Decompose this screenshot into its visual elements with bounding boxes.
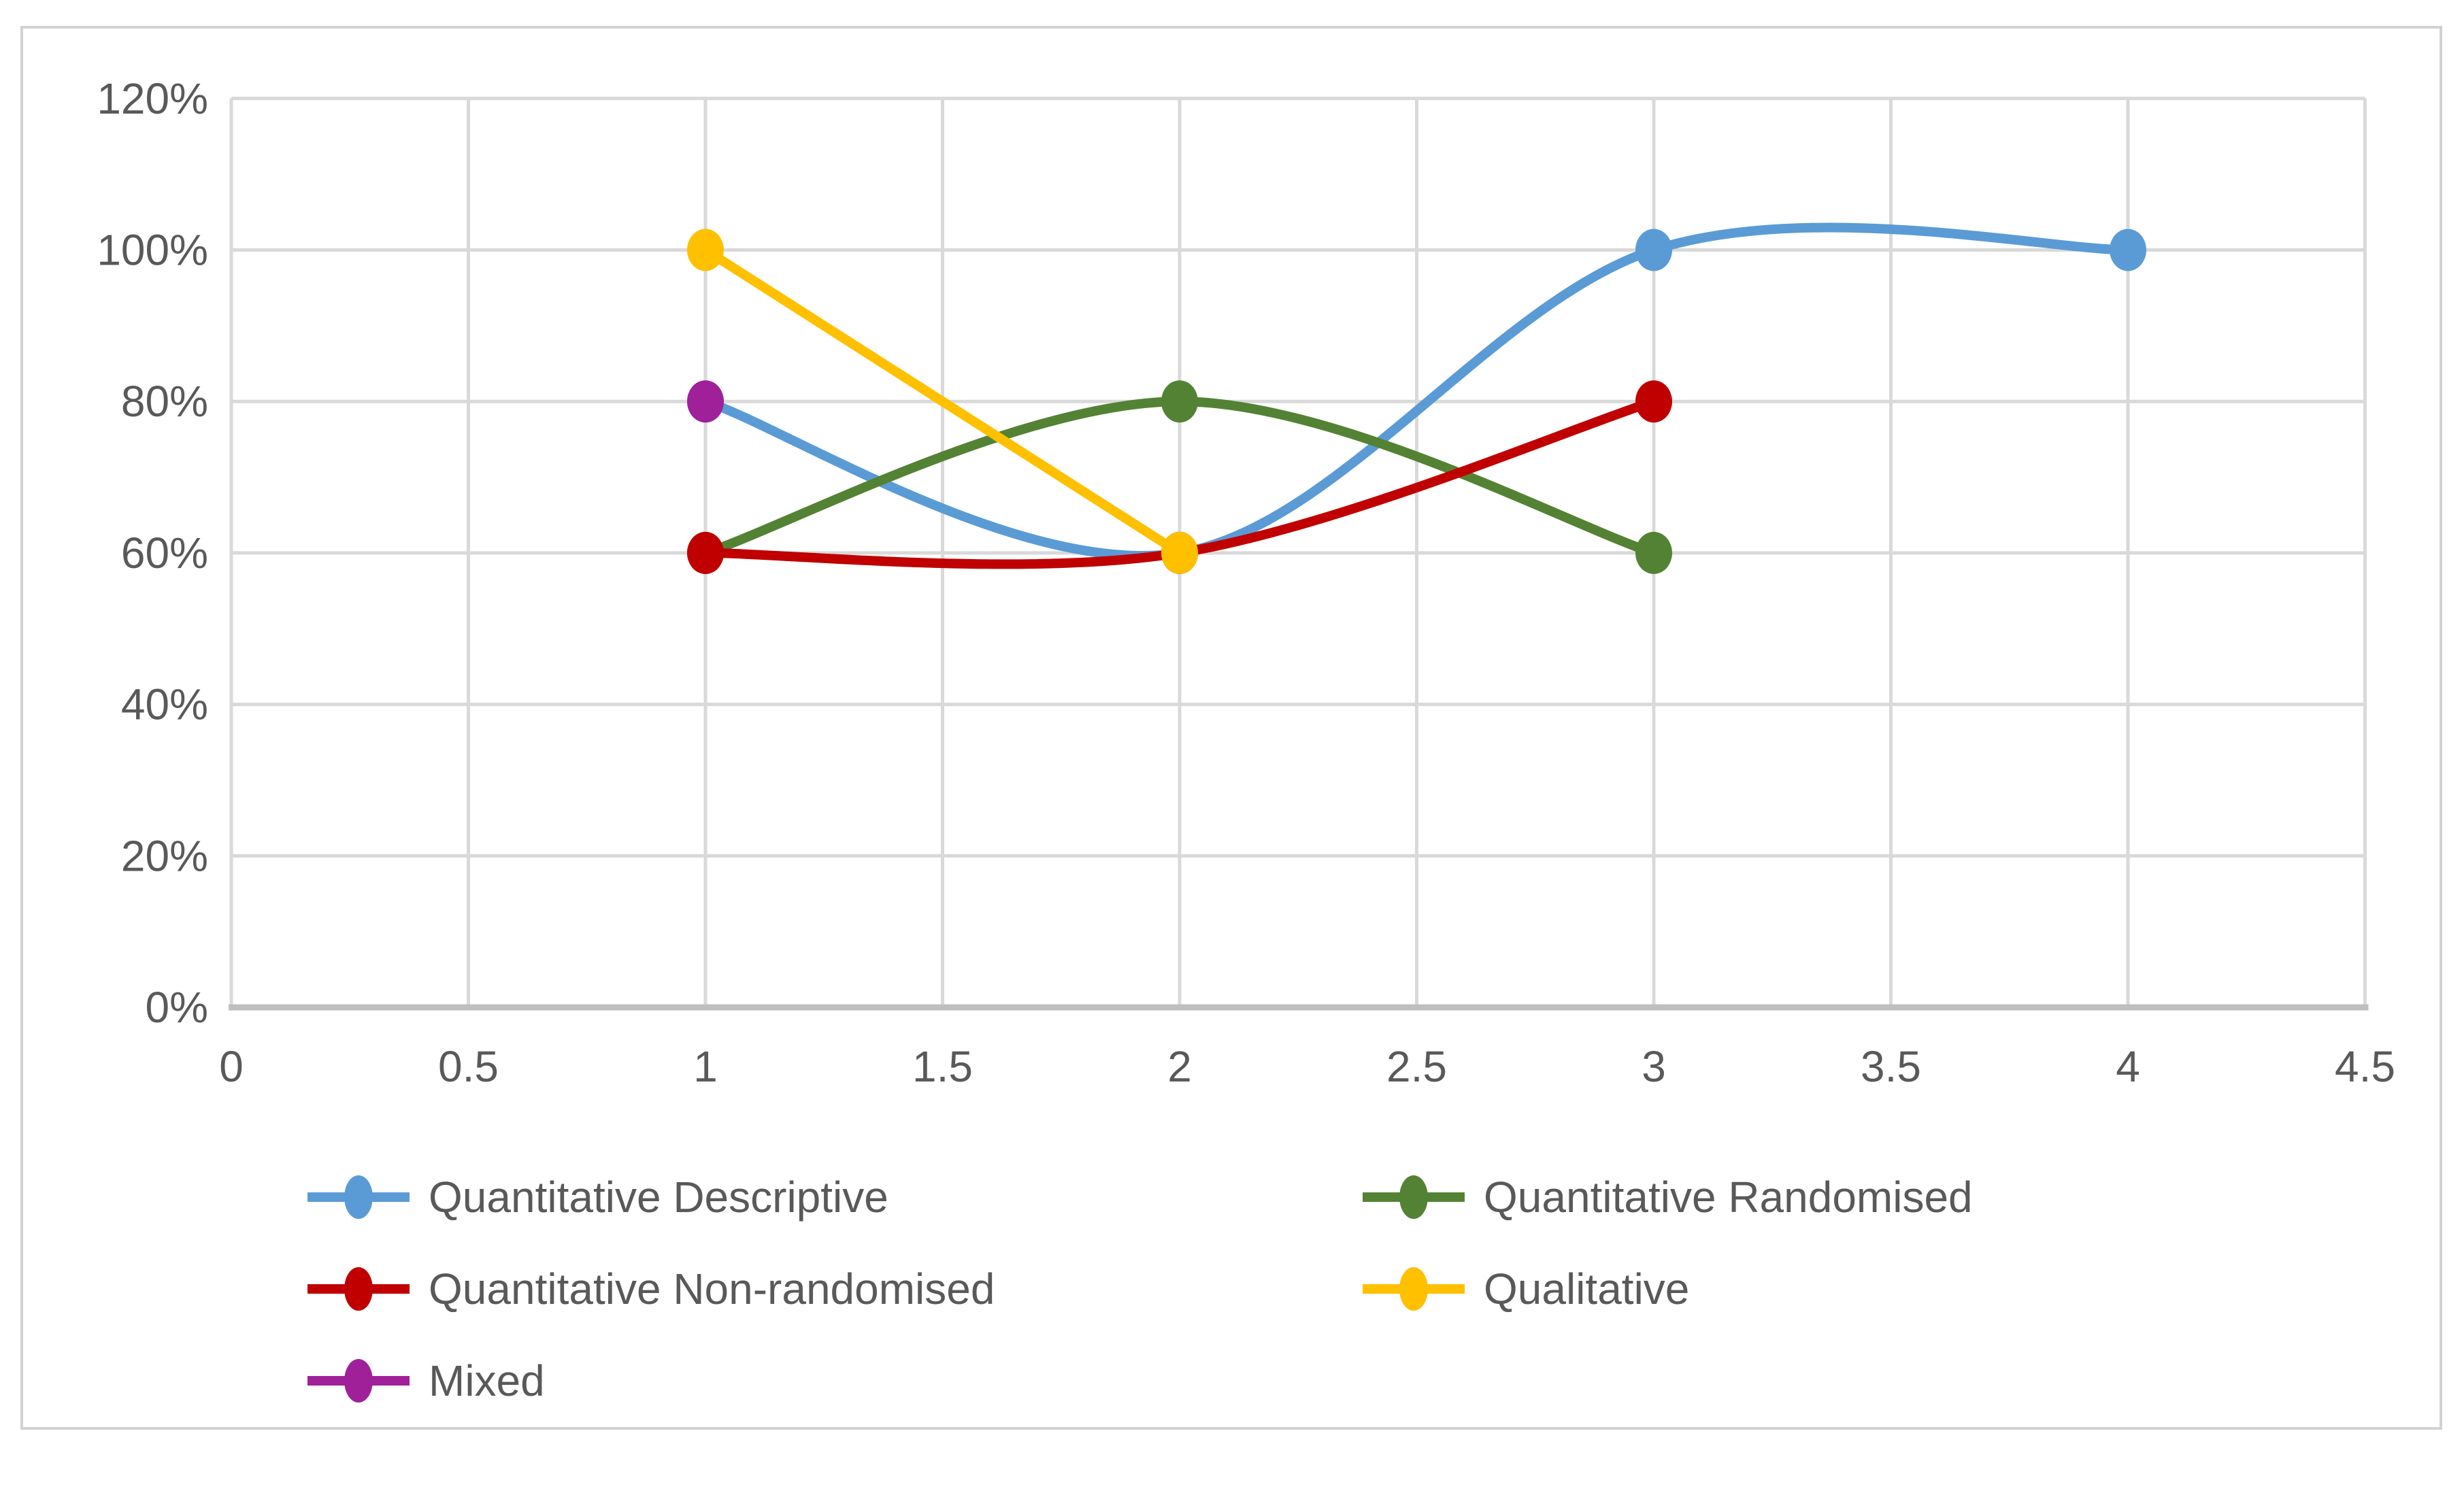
data-point-marker-quantitative-descriptive[interactable]	[2110, 229, 2146, 271]
x-tick-label: 0	[219, 1042, 244, 1091]
data-point-marker-quantitative-randomised[interactable]	[1161, 380, 1198, 423]
y-tick-label: 80%	[121, 377, 208, 426]
x-tick-label: 2	[1167, 1042, 1192, 1091]
data-point-marker-quantitative-randomised[interactable]	[1635, 531, 1672, 574]
tick-labels-layer: 0% 20% 40% 60% 80% 100% 120% 0 0.5 1 1.5 2 2.5 3 3.5 4 4…	[97, 74, 2395, 1091]
legend-layer: Quantitative Descriptive Quantitative Ran…	[307, 1173, 1973, 1405]
legend-label: Quantitative Randomised	[1484, 1173, 1973, 1222]
legend-label: Mixed	[429, 1356, 545, 1405]
y-tick-label: 100%	[97, 226, 208, 275]
data-point-marker-quantitative-descriptive[interactable]	[1635, 229, 1672, 271]
x-tick-label: 4	[2116, 1042, 2140, 1091]
legend-marker-icon	[344, 1359, 373, 1403]
series-line-quantitative-descriptive[interactable]	[701, 222, 2133, 561]
y-tick-label: 40%	[121, 680, 208, 729]
y-tick-label: 60%	[121, 529, 208, 577]
series-line-qualitative[interactable]	[701, 245, 1184, 558]
y-tick-label: 120%	[97, 74, 208, 123]
series-layer	[687, 222, 2146, 574]
legend-label: Quantitative Non-randomised	[429, 1264, 995, 1313]
figure-frame-layer	[20, 26, 2442, 1430]
data-point-marker-mixed[interactable]	[687, 380, 724, 423]
legend-marker-icon	[1399, 1175, 1428, 1219]
series-mixed[interactable]	[687, 380, 724, 423]
x-tick-label: 4.5	[2335, 1042, 2395, 1091]
legend-marker-icon	[344, 1267, 373, 1311]
x-tick-label: 3	[1642, 1042, 1666, 1091]
data-point-marker-qualitative[interactable]	[1161, 531, 1198, 574]
y-tick-label: 0%	[146, 983, 209, 1032]
x-tick-label: 2.5	[1386, 1042, 1447, 1091]
series-qualitative[interactable]	[687, 229, 1198, 574]
legend-marker-icon	[344, 1175, 373, 1219]
legend-item-quantitative-descriptive[interactable]: Quantitative Descriptive	[307, 1173, 888, 1222]
x-tick-label: 1.5	[912, 1042, 973, 1091]
data-point-marker-quantitative-non-randomised[interactable]	[687, 531, 724, 574]
legend-item-quantitative-randomised[interactable]: Quantitative Randomised	[1363, 1173, 1973, 1222]
y-tick-label: 20%	[121, 831, 208, 880]
legend-label: Quantitative Descriptive	[429, 1173, 888, 1222]
figure-border	[20, 26, 2442, 1430]
x-tick-label: 1	[693, 1042, 718, 1091]
legend-item-quantitative-non-randomised[interactable]: Quantitative Non-randomised	[307, 1264, 995, 1313]
legend-label: Qualitative	[1484, 1264, 1689, 1313]
legend-item-qualitative[interactable]: Qualitative	[1363, 1264, 1689, 1313]
legend-marker-icon	[1399, 1267, 1428, 1311]
data-point-marker-qualitative[interactable]	[687, 229, 724, 271]
x-tick-label: 3.5	[1861, 1042, 1921, 1091]
data-point-marker-quantitative-non-randomised[interactable]	[1635, 380, 1672, 423]
x-tick-label: 0.5	[438, 1042, 499, 1091]
legend-item-mixed[interactable]: Mixed	[307, 1356, 545, 1405]
